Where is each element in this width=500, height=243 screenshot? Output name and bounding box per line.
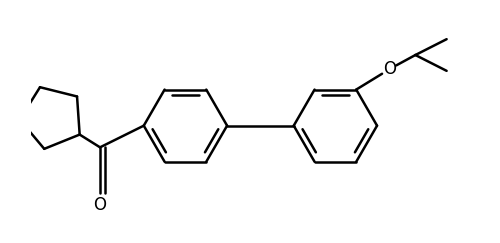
Text: O: O	[383, 60, 396, 78]
Text: O: O	[94, 196, 106, 214]
